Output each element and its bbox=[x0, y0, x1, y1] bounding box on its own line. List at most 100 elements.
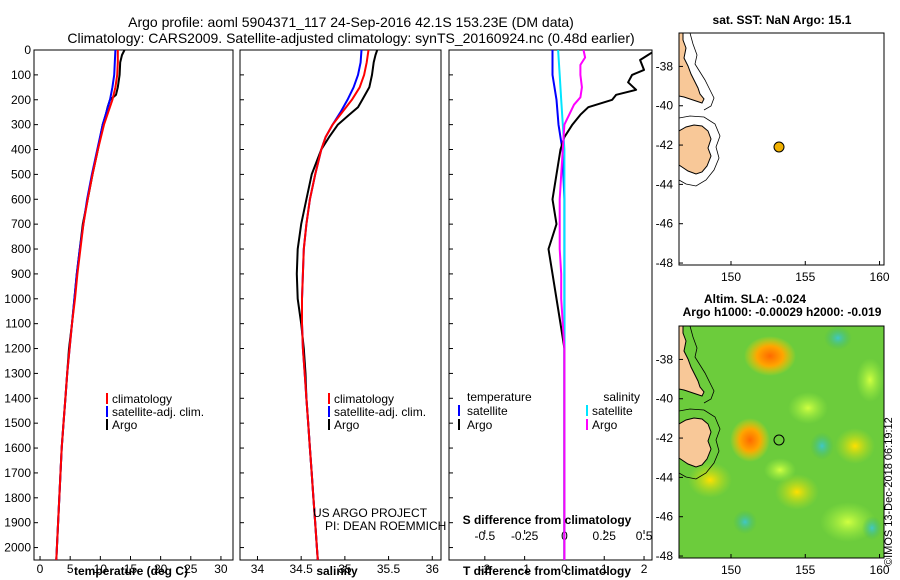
lon-tick-label: 150 bbox=[721, 270, 741, 284]
difference-ticks: -2 -1 0 1 2-0.5 -0.25 0 0.25 0.5 bbox=[449, 49, 653, 576]
legend-label-satellite: satellite-adj. clim. bbox=[112, 405, 204, 419]
sla-map-ticks: -38 -40 -42 -44 -46 -48 150 155 160 bbox=[656, 352, 890, 577]
sla-high-4 bbox=[775, 474, 819, 510]
sla-high-6 bbox=[820, 502, 876, 542]
sla-high-1 bbox=[744, 336, 796, 376]
x-tick-label: 20 bbox=[154, 562, 168, 576]
x-tick-label: 34.5 bbox=[289, 562, 313, 576]
lat-tick-label: -38 bbox=[656, 352, 674, 366]
shelf-contour-south bbox=[679, 408, 721, 480]
lon-tick-label: 150 bbox=[721, 563, 741, 577]
lat-tick-label: -48 bbox=[656, 549, 674, 563]
y-tick-label: 900 bbox=[11, 267, 31, 281]
lat-tick-label: -44 bbox=[656, 470, 674, 484]
lat-tick-label: -42 bbox=[656, 138, 674, 152]
temperature-legend: climatology satellite-adj. clim. Argo bbox=[106, 392, 204, 432]
lon-tick-label: 155 bbox=[795, 270, 815, 284]
figure-title-line2: Climatology: CARS2009. Satellite-adjuste… bbox=[67, 30, 634, 46]
legend-title-salinity: salinity bbox=[603, 390, 640, 404]
x-tick-label: 25 bbox=[184, 562, 198, 576]
sla-low-3 bbox=[733, 510, 757, 534]
lat-tick-label: -48 bbox=[656, 256, 674, 270]
lon-tick-label: 155 bbox=[795, 563, 815, 577]
salinity-lines bbox=[295, 50, 379, 560]
y-tick-label: 1400 bbox=[4, 391, 31, 405]
top-x-tick-label: -0.5 bbox=[474, 529, 495, 543]
difference-top-xlabel: S difference from climatology bbox=[463, 513, 632, 527]
legend-label-s-argo: Argo bbox=[592, 418, 618, 432]
x-tick-label: -1 bbox=[519, 562, 530, 576]
x-tick-label: 5 bbox=[67, 562, 74, 576]
x-tick-label: 35 bbox=[338, 562, 352, 576]
lat-tick-label: -38 bbox=[656, 59, 674, 73]
y-tick-label: 1700 bbox=[4, 466, 31, 480]
y-tick-label: 1300 bbox=[4, 366, 31, 380]
series-line-climatology bbox=[55, 50, 119, 560]
y-tick-label: 1800 bbox=[4, 491, 31, 505]
series-line-salinity-argo bbox=[558, 50, 587, 560]
x-tick-label: 1 bbox=[601, 562, 608, 576]
y-tick-label: 800 bbox=[11, 242, 31, 256]
temperature-lines bbox=[55, 50, 126, 560]
y-tick-label: 1500 bbox=[4, 416, 31, 430]
sla-heatmap bbox=[679, 326, 884, 558]
y-tick-label: 100 bbox=[11, 68, 31, 82]
legend-title-temperature: temperature bbox=[467, 390, 532, 404]
y-tick-label: 1000 bbox=[4, 292, 31, 306]
salinity-panel: 34 34.5 35 35.5 36 climatology satellite-adj… bbox=[239, 49, 446, 578]
sla-map-subtitle: Argo h1000: -0.00029 h2000: -0.019 bbox=[683, 305, 882, 319]
argo-float-marker bbox=[773, 434, 785, 446]
salinity-legend: climatology satellite-adj. clim. Argo bbox=[328, 392, 426, 432]
x-tick-label: 0 bbox=[561, 562, 568, 576]
sla-low-4 bbox=[862, 516, 882, 540]
x-tick-label: 0 bbox=[37, 562, 44, 576]
difference-xlabel: T difference from climatology bbox=[463, 564, 631, 578]
x-tick-label: 34 bbox=[251, 562, 265, 576]
shelf-contour-north bbox=[689, 33, 715, 111]
difference-lines bbox=[547, 50, 652, 560]
mainland-land bbox=[679, 33, 705, 104]
sla-map-panel: Altim. SLA: -0.024 Argo h1000: -0.00029 … bbox=[656, 292, 890, 577]
lat-tick-label: -40 bbox=[656, 392, 674, 406]
y-tick-label: 500 bbox=[11, 167, 31, 181]
y-tick-label: 300 bbox=[11, 118, 31, 132]
legend-label-t-satellite: satellite bbox=[467, 404, 508, 418]
salinity-xlabel: salinity bbox=[316, 564, 358, 578]
sst-map-title: sat. SST: NaN Argo: 15.1 bbox=[713, 13, 852, 27]
mainland-land bbox=[679, 326, 705, 397]
lat-tick-label: -46 bbox=[656, 217, 674, 231]
temperature-xlabel: temperature (deg C) bbox=[74, 564, 188, 578]
lat-tick-label: -42 bbox=[656, 431, 674, 445]
legend-label-climatology: climatology bbox=[334, 392, 394, 406]
argo-float-marker bbox=[773, 141, 785, 153]
y-tick-label: 0 bbox=[24, 43, 31, 57]
y-tick-label: 1200 bbox=[4, 342, 31, 356]
project-credit-line1: US ARGO PROJECT bbox=[313, 506, 428, 520]
difference-panel: -2 -1 0 1 2-0.5 -0.25 0 0.25 0.5 temperature sat… bbox=[448, 49, 653, 578]
sst-map-coastline bbox=[679, 33, 721, 187]
y-tick-label: 400 bbox=[11, 143, 31, 157]
imos-credit: ©IMOS 13-Dec-2018 06:19:12 bbox=[883, 417, 895, 566]
x-tick-label: 10 bbox=[94, 562, 108, 576]
y-tick-label: 1100 bbox=[5, 317, 31, 331]
legend-label-argo: Argo bbox=[112, 418, 138, 432]
x-tick-label: -2 bbox=[479, 562, 490, 576]
sla-high-9 bbox=[764, 458, 796, 482]
lat-tick-label: -46 bbox=[656, 510, 674, 524]
difference-legend: temperature satellite Argo salinity sate… bbox=[458, 390, 640, 432]
sla-high-5 bbox=[688, 462, 732, 498]
sla-low-2 bbox=[810, 432, 834, 460]
sla-low-1 bbox=[824, 326, 852, 350]
y-tick-label: 200 bbox=[11, 93, 31, 107]
shelf-contour-north bbox=[689, 326, 715, 404]
legend-label-t-argo: Argo bbox=[467, 418, 493, 432]
salinity-plot-area bbox=[239, 49, 442, 561]
top-x-tick-label: 0.25 bbox=[593, 529, 617, 543]
lat-tick-label: -44 bbox=[656, 177, 674, 191]
legend-label-satellite: satellite-adj. clim. bbox=[334, 405, 426, 419]
lon-tick-label: 160 bbox=[870, 270, 890, 284]
x-tick-label: 36 bbox=[426, 562, 440, 576]
sla-high-8 bbox=[856, 358, 884, 402]
sst-map-ticks: -38 -40 -42 -44 -46 -48 150 155 160 bbox=[656, 59, 890, 284]
